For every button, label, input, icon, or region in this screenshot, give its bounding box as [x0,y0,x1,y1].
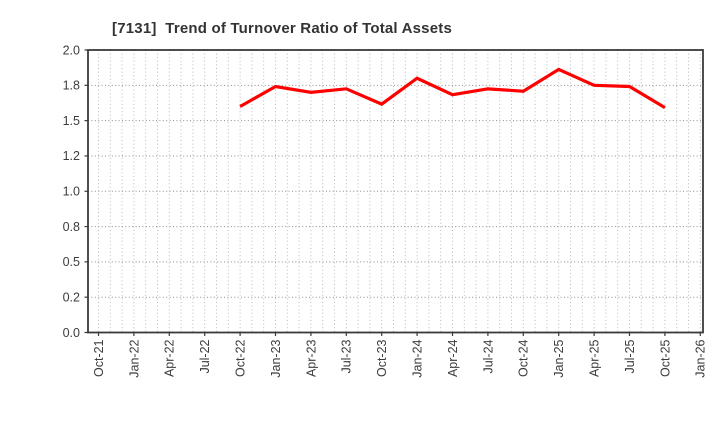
y-tick-label: 1.5 [63,114,80,128]
x-tick-label: Jul-22 [198,339,212,373]
series-line [239,67,666,110]
y-tick-label: 0.5 [63,255,80,269]
x-tick-label: Jul-25 [623,339,637,373]
y-tick-label: 0.0 [63,326,80,340]
y-tick-label: 1.2 [63,149,80,163]
y-tick-label: 0.2 [63,290,80,304]
x-tick-label: Oct-21 [92,339,106,377]
x-tick-label: Jan-22 [127,339,141,377]
x-tick-label: Jul-23 [340,339,354,373]
x-tick-label: Oct-24 [517,339,531,377]
x-tick-label: Oct-22 [234,339,248,377]
x-tick-label: Apr-25 [588,339,602,377]
x-tick-label: Jan-23 [269,339,283,377]
chart-title: [7131] Trend of Turnover Ratio of Total … [112,20,453,37]
x-tick-label: Jan-25 [552,339,566,377]
y-tick-label: 1.0 [63,185,80,199]
x-tick-label: Jul-24 [481,339,495,373]
x-tick-label: Jan-26 [694,339,708,377]
y-tick-label: 2.0 [63,43,80,57]
x-tick-label: Jan-24 [411,339,425,377]
x-tick-label: Oct-23 [375,339,389,377]
y-tick-label: 0.8 [63,220,80,234]
plot-border [87,49,704,334]
y-tick-label: 1.8 [63,79,80,93]
x-tick-label: Oct-25 [658,339,672,377]
x-tick-label: Apr-23 [304,339,318,377]
x-tick-label: Apr-24 [446,339,460,377]
x-tick-label: Apr-22 [163,339,177,377]
